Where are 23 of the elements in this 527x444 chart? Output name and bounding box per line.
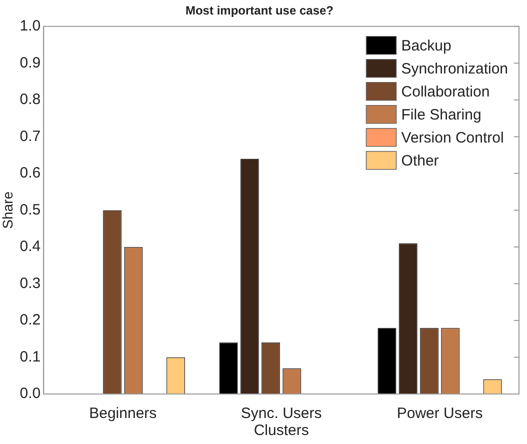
y-tick-label: 1.0 — [20, 18, 41, 35]
y-tick-label: 0.2 — [20, 312, 41, 329]
x-tick-label: Power Users — [396, 405, 483, 422]
legend-label: Backup — [401, 38, 452, 55]
legend-label: File Sharing — [401, 106, 482, 124]
y-tick-label: 0.0 — [20, 385, 41, 402]
legend-label: Collaboration — [401, 84, 490, 101]
y-tick-label: 0.9 — [20, 54, 41, 72]
y-tick-label: 0.1 — [20, 348, 41, 366]
y-tick-label: 0.4 — [20, 238, 41, 256]
y-tick-label: 0.3 — [20, 274, 41, 292]
x-axis-title: Clusters — [254, 422, 309, 440]
legend-label: Other — [401, 152, 439, 170]
chart-title: Most important use case? — [185, 4, 334, 18]
y-tick-label: 0.6 — [20, 164, 41, 182]
legend-label: Version Control — [401, 130, 504, 147]
x-tick-label: Sync. Users — [240, 405, 322, 422]
y-axis-title: Share — [0, 191, 16, 229]
legend-label: Synchronization — [401, 60, 508, 78]
y-tick-label: 0.5 — [20, 201, 41, 218]
y-tick-label: 0.7 — [20, 128, 41, 145]
y-tick-label: 0.8 — [20, 91, 41, 108]
x-tick-label: Beginners — [89, 405, 157, 422]
